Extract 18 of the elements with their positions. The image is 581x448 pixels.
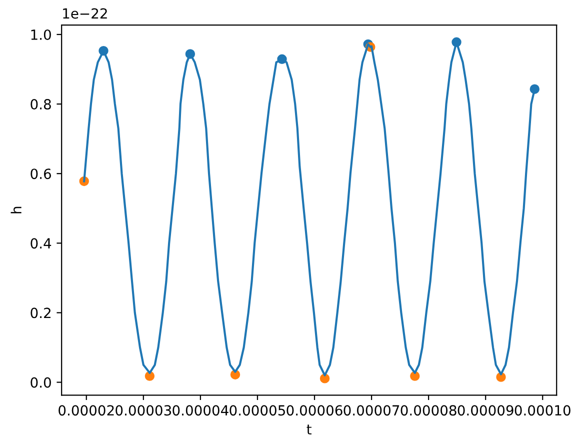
y-tick-label: 0.0 [30, 377, 51, 388]
y-tick-label: 1.0 [31, 29, 51, 40]
x-tick-label: 0.00002 [58, 405, 114, 416]
y-tick-label: 0.6 [30, 168, 51, 180]
x-tick-label: 0.00003 [116, 405, 172, 416]
y-tick-label: 0.2 [30, 308, 50, 318]
x-tick-label: 0.00010 [514, 405, 570, 416]
y-axis-title: h [10, 206, 22, 214]
x-tick-label: 0.00004 [172, 405, 228, 416]
x-tick-label: 0.00005 [230, 405, 285, 416]
x-axis-title: t [306, 424, 312, 434]
x-tick-label: 0.00007 [344, 405, 400, 416]
x-tick-label: 0.00008 [400, 405, 456, 416]
x-tick-label: 0.00006 [286, 405, 342, 416]
y-tick-label: 0.4 [30, 238, 52, 249]
y-tick-label: 0.8 [30, 99, 51, 110]
x-tick-label: 0.00009 [458, 405, 514, 416]
text: 1e−22 [63, 8, 107, 19]
